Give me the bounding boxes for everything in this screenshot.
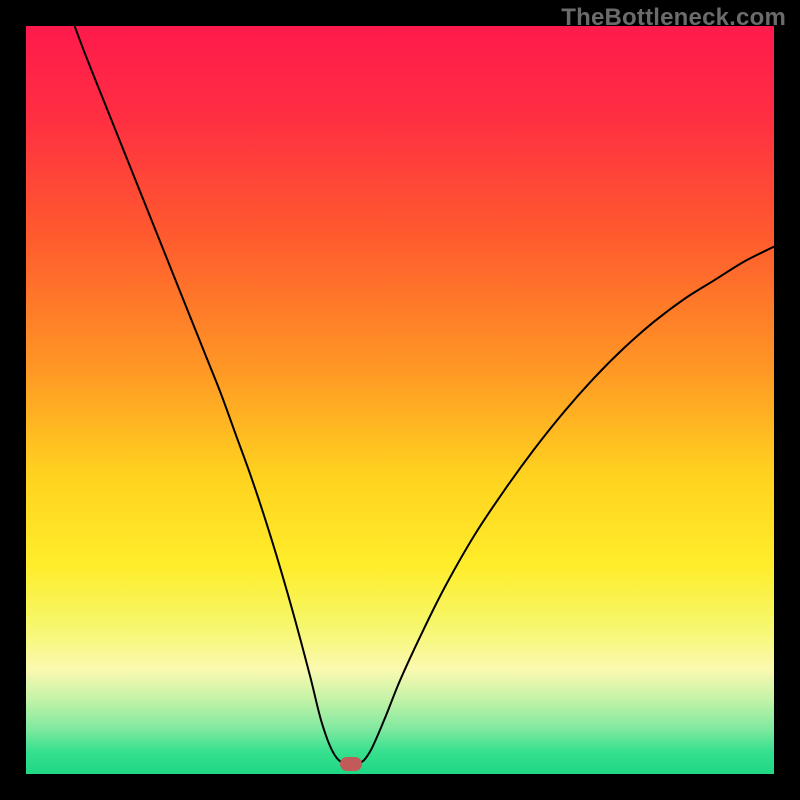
plot-area xyxy=(26,26,774,774)
optimum-marker xyxy=(340,757,362,771)
plot-svg xyxy=(26,26,774,774)
plot-background xyxy=(26,26,774,774)
chart-frame: TheBottleneck.com xyxy=(0,0,800,800)
